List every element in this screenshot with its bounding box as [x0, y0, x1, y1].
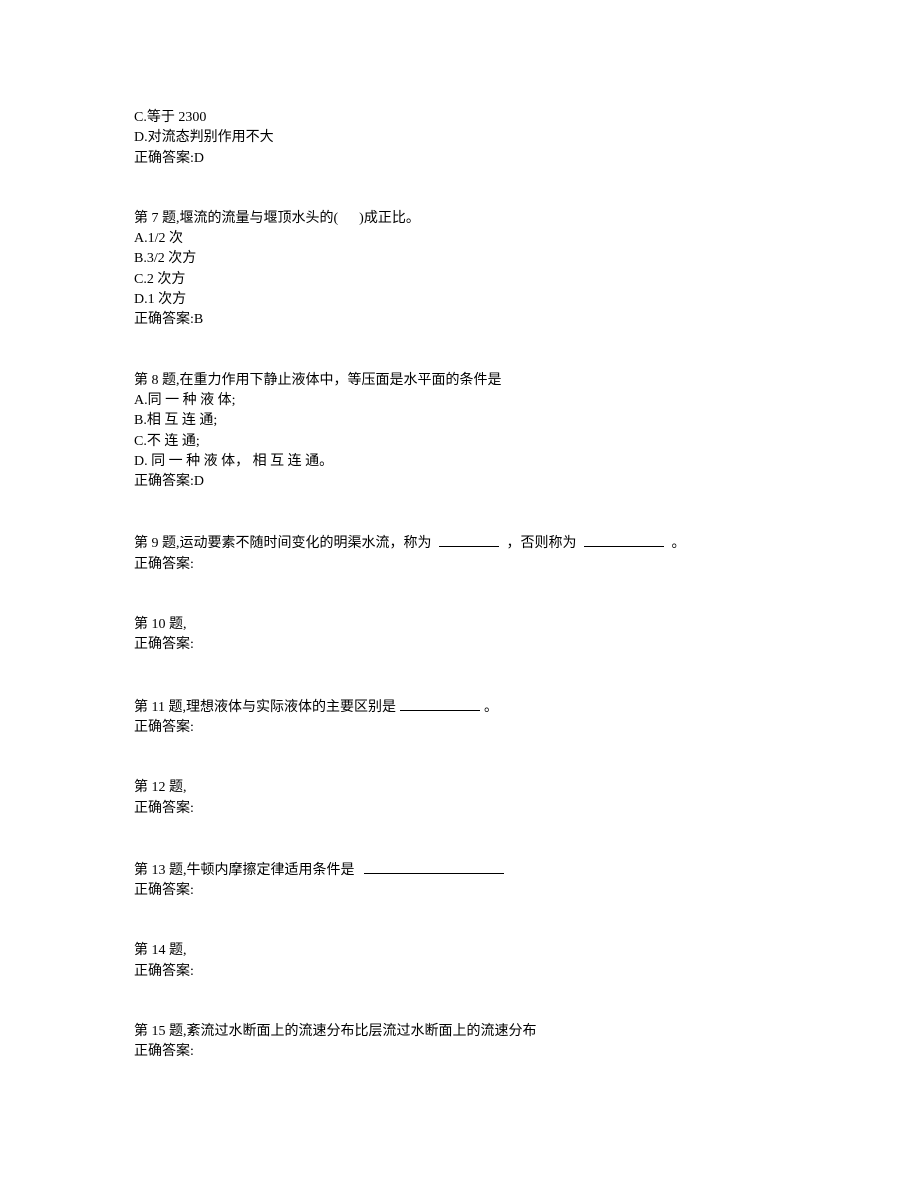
- q8-option-c: C.不 连 通;: [134, 432, 786, 452]
- question-10: 第 10 题, 正确答案:: [134, 615, 786, 656]
- fill-blank: [400, 696, 480, 711]
- q12-stem: 第 12 题,: [134, 778, 786, 798]
- fill-blank: [439, 532, 499, 547]
- q7-answer: 正确答案:B: [134, 310, 786, 330]
- question-9: 第 9 题,运动要素不随时间变化的明渠水流，称为 ，否则称为 。 正确答案:: [134, 532, 786, 575]
- q10-stem: 第 10 题,: [134, 615, 786, 635]
- q9-answer: 正确答案:: [134, 555, 786, 575]
- fill-blank: [364, 859, 504, 874]
- q11-stem-b: 。: [484, 700, 498, 715]
- question-6-partial: C.等于 2300 D.对流态判别作用不大 正确答案:D: [134, 108, 786, 169]
- question-11: 第 11 题,理想液体与实际液体的主要区别是 。 正确答案:: [134, 696, 786, 739]
- q6-answer: 正确答案:D: [134, 149, 786, 169]
- q13-stem-text: 第 13 题,牛顿内摩擦定律适用条件是: [134, 863, 362, 878]
- q8-stem: 第 8 题,在重力作用下静止液体中，等压面是水平面的条件是: [134, 371, 786, 391]
- q15-answer: 正确答案:: [134, 1042, 786, 1062]
- q7-option-a: A.1/2 次: [134, 229, 786, 249]
- q7-option-c: C.2 次方: [134, 270, 786, 290]
- q14-stem: 第 14 题,: [134, 941, 786, 961]
- question-15: 第 15 题,紊流过水断面上的流速分布比层流过水断面上的流速分布 正确答案:: [134, 1022, 786, 1063]
- q8-option-a: A.同 一 种 液 体;: [134, 391, 786, 411]
- q6-option-d: D.对流态判别作用不大: [134, 128, 786, 148]
- q8-option-b: B.相 互 连 通;: [134, 411, 786, 431]
- fill-blank: [584, 532, 664, 547]
- q9-stem: 第 9 题,运动要素不随时间变化的明渠水流，称为 ，否则称为 。: [134, 532, 786, 554]
- q13-answer: 正确答案:: [134, 881, 786, 901]
- q6-option-c: C.等于 2300: [134, 108, 786, 128]
- q15-stem: 第 15 题,紊流过水断面上的流速分布比层流过水断面上的流速分布: [134, 1022, 786, 1042]
- question-13: 第 13 题,牛顿内摩擦定律适用条件是 正确答案:: [134, 859, 786, 902]
- q11-answer: 正确答案:: [134, 718, 786, 738]
- q7-option-d: D.1 次方: [134, 290, 786, 310]
- question-12: 第 12 题, 正确答案:: [134, 778, 786, 819]
- q12-answer: 正确答案:: [134, 799, 786, 819]
- q9-stem-a: 第 9 题,运动要素不随时间变化的明渠水流，称为: [134, 536, 435, 551]
- question-7: 第 7 题,堰流的流量与堰顶水头的( )成正比。 A.1/2 次 B.3/2 次…: [134, 209, 786, 331]
- q8-answer: 正确答案:D: [134, 472, 786, 492]
- q10-answer: 正确答案:: [134, 635, 786, 655]
- q11-stem-a: 第 11 题,理想液体与实际液体的主要区别是: [134, 700, 396, 715]
- q13-stem: 第 13 题,牛顿内摩擦定律适用条件是: [134, 859, 786, 881]
- q8-option-d: D. 同 一 种 液 体， 相 互 连 通。: [134, 452, 786, 472]
- q9-stem-b: ，否则称为: [503, 536, 580, 551]
- q14-answer: 正确答案:: [134, 962, 786, 982]
- question-14: 第 14 题, 正确答案:: [134, 941, 786, 982]
- q9-stem-c: 。: [668, 536, 686, 551]
- question-8: 第 8 题,在重力作用下静止液体中，等压面是水平面的条件是 A.同 一 种 液 …: [134, 371, 786, 493]
- q7-stem: 第 7 题,堰流的流量与堰顶水头的( )成正比。: [134, 209, 786, 229]
- q7-option-b: B.3/2 次方: [134, 249, 786, 269]
- document-page: C.等于 2300 D.对流态判别作用不大 正确答案:D 第 7 题,堰流的流量…: [0, 0, 920, 1063]
- q11-stem: 第 11 题,理想液体与实际液体的主要区别是 。: [134, 696, 786, 718]
